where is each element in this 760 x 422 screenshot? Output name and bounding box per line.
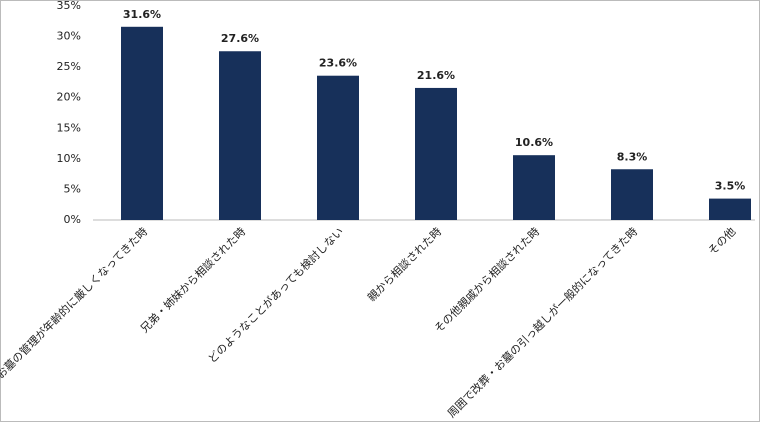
value-label: 27.6% — [221, 32, 259, 45]
y-tick-label: 30% — [57, 30, 81, 43]
y-tick-label: 5% — [64, 182, 81, 195]
bar — [513, 155, 555, 220]
value-label: 3.5% — [715, 180, 746, 193]
y-tick-label: 0% — [64, 213, 81, 226]
bar — [415, 87, 457, 220]
y-tick-label: 20% — [57, 91, 81, 104]
y-tick-label: 35% — [57, 0, 81, 12]
bar — [317, 75, 359, 221]
value-label: 23.6% — [319, 57, 357, 70]
value-label: 10.6% — [515, 136, 553, 149]
y-tick-label: 25% — [57, 60, 81, 73]
y-tick-label: 10% — [57, 152, 81, 165]
value-label: 8.3% — [617, 150, 648, 163]
bar — [121, 26, 163, 220]
bar — [611, 169, 653, 220]
bar — [219, 51, 261, 221]
value-label: 31.6% — [123, 8, 161, 21]
y-tick-label: 15% — [57, 121, 81, 134]
bar — [709, 198, 751, 220]
value-label: 21.6% — [417, 69, 455, 82]
